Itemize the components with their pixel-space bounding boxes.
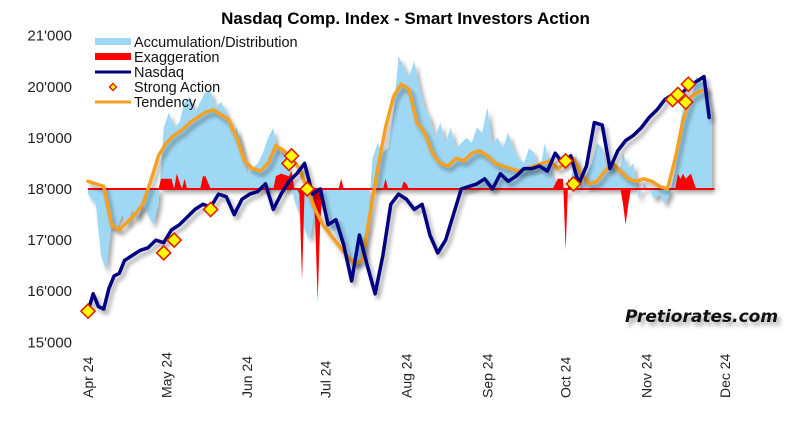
y-tick-label: 17'000 <box>27 232 72 249</box>
x-tick-label: Jun 24 <box>239 356 255 398</box>
exaggeration-area <box>88 171 715 302</box>
plot-area <box>79 56 715 320</box>
strong-action-marker <box>565 175 582 193</box>
y-tick-label: 15'000 <box>27 334 72 351</box>
y-axis: 15'000 16'000 17'000 18'000 19'000 20'000 21'0… <box>27 28 72 352</box>
x-tick-label: Apr 24 <box>80 357 96 398</box>
y-tick-label: 18'000 <box>27 181 72 198</box>
x-tick-label: Jul 24 <box>318 360 334 398</box>
nasdaq-line <box>86 74 711 313</box>
strong-action-marker <box>155 244 172 262</box>
y-tick-label: 21'000 <box>27 28 72 45</box>
y-tick-label: 16'000 <box>27 283 72 300</box>
x-tick-label: Nov 24 <box>639 353 655 398</box>
strong-action-marker <box>299 180 316 198</box>
x-tick-label: Oct 24 <box>558 357 574 398</box>
legend-swatch-accumulation <box>95 38 131 45</box>
strong-action-marker <box>202 201 219 218</box>
strong-action-marker <box>283 147 300 164</box>
strong-action-marker <box>669 86 686 103</box>
x-tick-label: May 24 <box>158 352 174 398</box>
legend-swatch-strong-action <box>108 82 118 92</box>
strong-action-marker <box>557 152 574 170</box>
legend-label: Nasdaq <box>134 65 184 81</box>
x-tick-label: Dec 24 <box>717 353 733 398</box>
brand-watermark: Pretiorates.com <box>625 307 779 327</box>
x-axis: Apr 24 May 24 Jun 24 Jul 24 Aug 24 Sep 24 Oct … <box>80 352 733 398</box>
legend-swatch-exaggeration <box>95 53 131 60</box>
chart-title: Nasdaq Comp. Index - Smart Investors Act… <box>221 9 590 28</box>
strong-action-marker <box>79 302 97 320</box>
legend-label: Strong Action <box>134 80 220 96</box>
legend: Accumulation/DistributionExaggerationNas… <box>95 35 298 111</box>
y-tick-label: 19'000 <box>27 130 72 147</box>
legend-label: Exaggeration <box>134 50 219 66</box>
tendency-line <box>86 82 709 265</box>
accumulation-distribution-area <box>88 56 712 271</box>
strong-action-marker <box>680 76 697 93</box>
strong-action-marker <box>677 93 694 111</box>
y-tick-label: 20'000 <box>27 79 72 96</box>
x-tick-label: Sep 24 <box>479 353 495 398</box>
legend-label: Tendency <box>134 95 197 111</box>
x-tick-label: Aug 24 <box>398 353 414 398</box>
strong-action-marker <box>165 231 183 249</box>
legend-label: Accumulation/Distribution <box>134 35 298 51</box>
